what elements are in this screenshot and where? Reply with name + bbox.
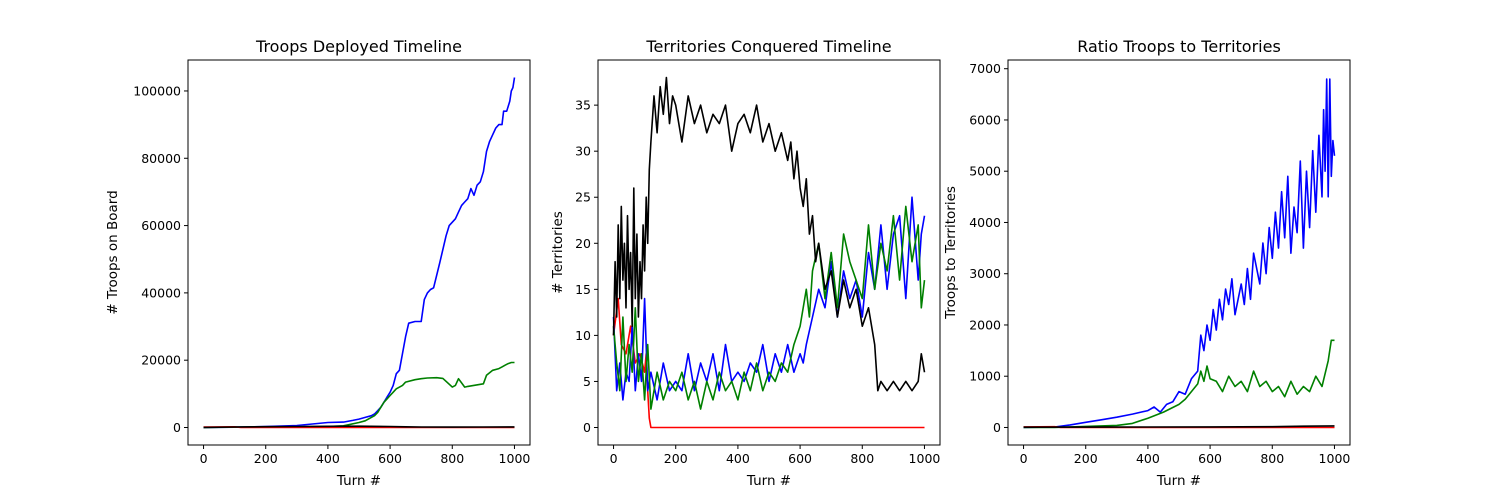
x-axis-label: Turn # xyxy=(336,473,381,489)
y-axis-label: Troops to Territories xyxy=(943,186,959,320)
plot-frame xyxy=(187,59,531,446)
chart-title: Troops Deployed Timeline xyxy=(255,37,462,56)
x-tick-label: 0 xyxy=(1020,451,1028,466)
y-tick-label: 15 xyxy=(575,282,591,297)
series-line-3 xyxy=(612,76,926,392)
series-line-0 xyxy=(203,77,516,429)
series-line-0 xyxy=(1023,78,1336,429)
y-tick-label: 80000 xyxy=(141,151,181,166)
y-tick-label: 0 xyxy=(173,420,181,435)
ratio-troops-territories-chart: 0 200 400 600 800 1000 0 1000 2000 3000 4000 5000 60… xyxy=(943,37,1351,489)
y-tick-label: 5 xyxy=(583,374,591,389)
y-tick-label: 20000 xyxy=(141,353,181,368)
x-tick-label: 0 xyxy=(610,451,618,466)
x-tick-label: 800 xyxy=(1260,451,1284,466)
x-tick-label: 600 xyxy=(1198,451,1222,466)
y-tick-label: 100000 xyxy=(133,83,181,98)
series-line-1 xyxy=(203,361,515,429)
chart-title: Ratio Troops to Territories xyxy=(1077,37,1281,56)
x-tick-label: 1000 xyxy=(909,451,941,466)
troops-deployed-chart: 0 200 400 600 800 1000 0 20000 40000 60000 80000 10… xyxy=(105,37,531,489)
x-tick-label: 200 xyxy=(1074,451,1098,466)
y-tick-label: 0 xyxy=(583,420,591,435)
y-tick-label: 6000 xyxy=(969,112,1001,127)
series-line-1 xyxy=(612,196,926,401)
y-tick-label: 60000 xyxy=(141,218,181,233)
series-line-3 xyxy=(1023,425,1335,428)
series-line-3 xyxy=(203,425,515,429)
y-tick-label: 3000 xyxy=(969,266,1001,281)
territories-conquered-chart: 0 200 400 600 800 1000 0 5 10 15 20 25 30 35 Territori… xyxy=(550,37,941,489)
y-tick-label: 4000 xyxy=(969,215,1001,230)
y-tick-label: 1000 xyxy=(969,369,1001,384)
x-tick-label: 600 xyxy=(378,451,402,466)
x-tick-label: 0 xyxy=(200,451,208,466)
chart-title: Territories Conquered Timeline xyxy=(645,37,891,56)
y-tick-label: 7000 xyxy=(969,61,1001,76)
x-axis-label: Turn # xyxy=(746,473,791,489)
x-tick-label: 400 xyxy=(316,451,340,466)
y-tick-label: 0 xyxy=(993,420,1001,435)
x-tick-label: 400 xyxy=(726,451,750,466)
x-tick-label: 800 xyxy=(440,451,464,466)
y-axis-label: # Territories xyxy=(550,211,566,294)
y-tick-label: 10 xyxy=(575,328,591,343)
y-tick-label: 2000 xyxy=(969,317,1001,332)
x-tick-label: 600 xyxy=(788,451,812,466)
plot-frame xyxy=(597,59,941,446)
series-line-2 xyxy=(612,205,926,410)
x-tick-label: 200 xyxy=(254,451,278,466)
y-tick-label: 40000 xyxy=(141,285,181,300)
x-tick-label: 1000 xyxy=(1319,451,1351,466)
x-tick-label: 1000 xyxy=(499,451,531,466)
y-tick-label: 35 xyxy=(575,98,591,113)
y-tick-label: 5000 xyxy=(969,164,1001,179)
series-line-1 xyxy=(1023,339,1335,429)
y-axis-label: # Troops on Board xyxy=(105,190,121,314)
plot-frame xyxy=(1007,59,1351,446)
series-line-0 xyxy=(612,297,925,429)
y-tick-label: 30 xyxy=(575,144,591,159)
x-tick-label: 200 xyxy=(664,451,688,466)
y-tick-label: 25 xyxy=(575,190,591,205)
x-tick-label: 400 xyxy=(1136,451,1160,466)
y-tick-label: 20 xyxy=(575,236,591,251)
x-tick-label: 800 xyxy=(850,451,874,466)
x-axis-label: Turn # xyxy=(1156,473,1201,489)
